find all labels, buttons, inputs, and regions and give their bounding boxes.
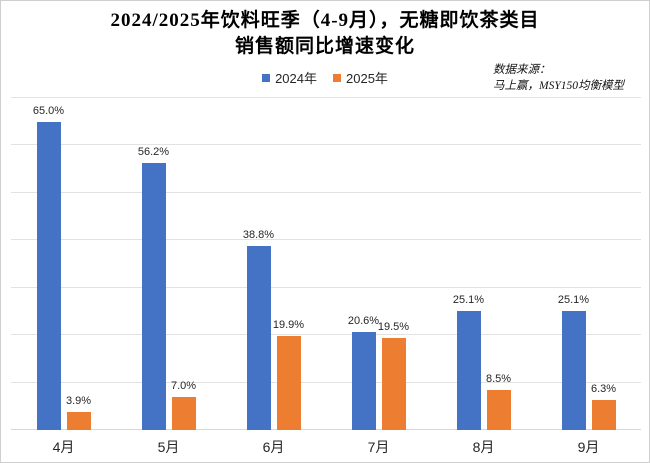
gridline xyxy=(11,286,641,288)
bar-value-label: 25.1% xyxy=(557,293,590,306)
bar-2025年-6月 xyxy=(276,335,301,430)
bar-value-label: 6.3% xyxy=(590,383,617,396)
plot-area: 65.0% 56.2% 38.8% 20.6% 25.1% 25.1% 3.9% 7.0% 19… xyxy=(11,97,641,430)
chart-title-line1: 2024/2025年饮料旺季（4-9月），无糖即饮茶类目 xyxy=(110,10,540,31)
x-axis-label-6月: 6月 xyxy=(262,439,285,455)
chart-title-line2: 销售额同比增速变化 xyxy=(234,36,415,57)
bar-value-label: 38.8% xyxy=(242,228,275,241)
x-axis-label-5月: 5月 xyxy=(157,439,180,455)
data-source-note: 数据来源： 马上赢，MSY150均衡模型 xyxy=(493,62,624,94)
bar-2025年-8月 xyxy=(486,389,511,430)
x-axis-label-9月: 9月 xyxy=(577,439,600,455)
bar-value-label: 19.9% xyxy=(272,318,305,331)
legend-label-2025: 2025年 xyxy=(346,71,388,86)
bar-2024年-7月 xyxy=(351,332,376,430)
source-line1: 数据来源： xyxy=(493,64,551,76)
gridline xyxy=(11,97,641,98)
legend-item-2024: 2024年 xyxy=(262,68,317,87)
bar-value-label: 19.5% xyxy=(377,320,410,333)
chart-title: 2024/2025年饮料旺季（4-9月），无糖即饮茶类目 销售额同比增速变化 xyxy=(1,8,649,60)
bar-value-label: 7.0% xyxy=(170,379,197,392)
x-axis-baseline xyxy=(11,429,641,430)
gridline xyxy=(11,144,641,146)
source-line2: 马上赢，MSY150均衡模型 xyxy=(493,80,624,92)
bar-2024年-5月 xyxy=(141,163,166,430)
gridline xyxy=(11,381,641,383)
bar-2024年-9月 xyxy=(561,310,586,430)
bar-value-label: 65.0% xyxy=(32,104,65,117)
legend-swatch-2024-icon xyxy=(262,73,271,82)
bar-value-label: 20.6% xyxy=(347,315,380,328)
bar-2025年-9月 xyxy=(591,400,616,430)
bar-2024年-6月 xyxy=(246,245,271,430)
bar-value-label: 3.9% xyxy=(65,394,92,407)
legend-swatch-2025-icon xyxy=(333,73,341,82)
x-axis-label-8月: 8月 xyxy=(472,439,495,455)
x-axis-labels: 4月 5月 6月 7月 8月 9月 xyxy=(11,430,641,462)
bar-value-label: 25.1% xyxy=(452,293,485,306)
legend-item-2025: 2025年 xyxy=(333,68,388,87)
bar-value-label: 56.2% xyxy=(137,146,170,159)
gridline xyxy=(11,334,641,336)
bar-2025年-5月 xyxy=(171,396,196,430)
x-axis-label-4月: 4月 xyxy=(52,439,75,455)
gridline xyxy=(11,239,641,241)
bar-value-label: 8.5% xyxy=(485,372,512,385)
x-axis-label-7月: 7月 xyxy=(367,439,390,455)
legend-label-2024: 2024年 xyxy=(275,71,317,86)
bar-2024年-4月 xyxy=(36,121,61,430)
legend: 2024年 2025年 xyxy=(1,68,649,87)
bar-2025年-7月 xyxy=(381,337,406,430)
bar-2025年-4月 xyxy=(66,411,91,430)
bar-2024年-8月 xyxy=(456,310,481,430)
gridline xyxy=(11,191,641,193)
